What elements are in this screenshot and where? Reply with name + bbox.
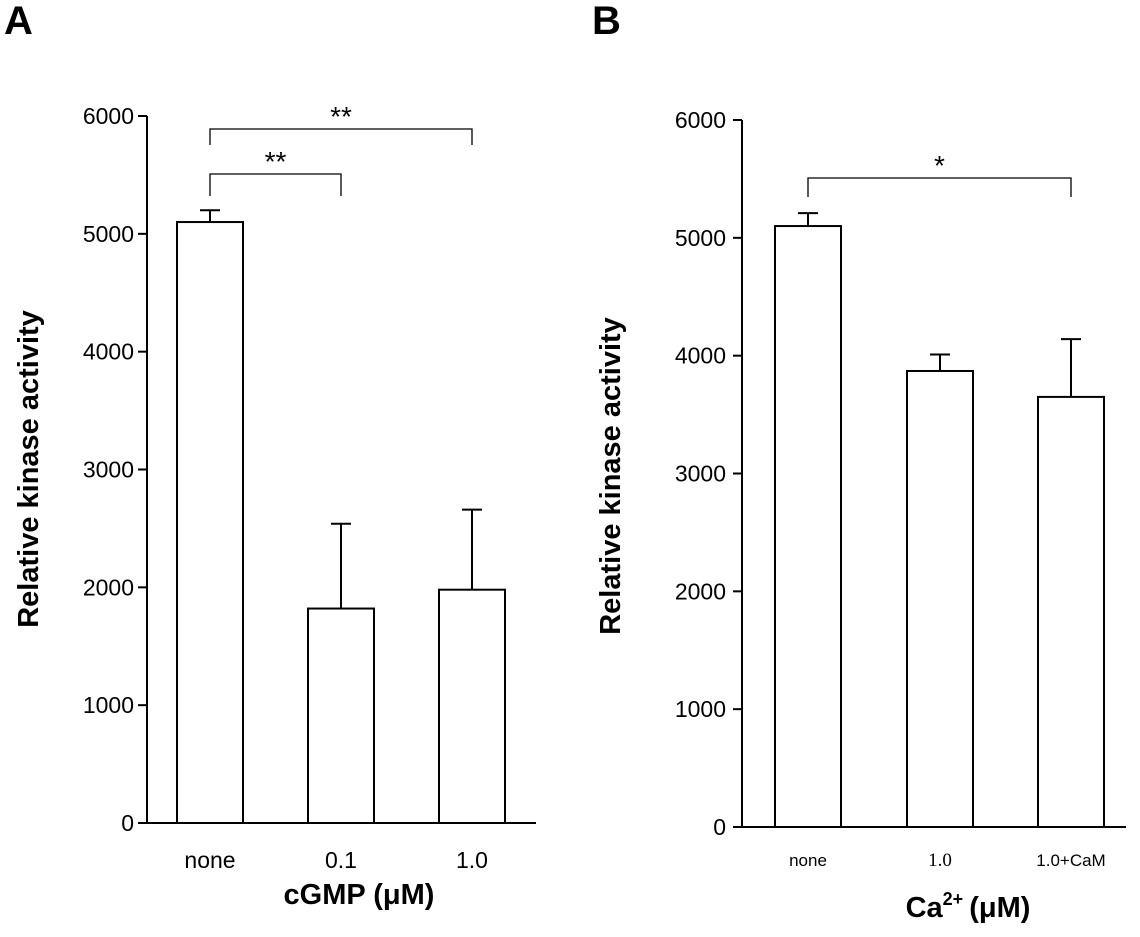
y-tick-label: 5000 [83, 221, 134, 247]
panel-b-x-axis-title-sup: 2+ [943, 889, 964, 909]
category-label: 1.0 [928, 850, 952, 871]
bar [774, 225, 842, 829]
significance-label: ** [265, 146, 287, 177]
panel-b-x-axis-title: Ca2+ (μM) [906, 889, 1031, 924]
panel-b-x-axis-title-unit: (μM) [969, 892, 1030, 924]
category-label: 0.1 [325, 847, 357, 873]
panel-b-letter: B [592, 0, 621, 43]
bar [906, 369, 974, 828]
y-tick-label: 6000 [675, 107, 726, 133]
bar [307, 607, 375, 824]
y-tick-label: 0 [121, 810, 134, 836]
y-tick-label: 2000 [83, 574, 134, 600]
y-tick-label: 5000 [675, 225, 726, 251]
y-tick-label: 4000 [83, 339, 134, 365]
y-tick-label: 1000 [83, 692, 134, 718]
bar [176, 221, 244, 825]
panel-b-bars: none 1.0 1.0+CaM [774, 212, 1106, 871]
panel-b-y-axis-title: Relative kinase activity [595, 317, 627, 635]
panel-a-bars: none 0.1 1.0 [176, 209, 506, 873]
panel-a-y-axis-title: Relative kinase activity [13, 310, 45, 628]
y-tick-label: 2000 [675, 578, 726, 604]
panel-a-x-axis-title: cGMP (μM) [284, 879, 435, 911]
y-tick-label: 0 [713, 814, 726, 840]
category-label: 1.0+CaM [1036, 851, 1105, 870]
y-tick-label: 6000 [83, 103, 134, 129]
bar [438, 588, 506, 824]
category-label: none [184, 847, 235, 873]
panel-a-significance: ** ** [209, 101, 473, 196]
panel-a: A 0 1000 2000 3000 4000 5000 6000 none 0.1 1.0 *… [4, 0, 536, 911]
bar [1037, 395, 1105, 828]
panel-a-letter: A [4, 0, 33, 43]
panel-a-y-ticks: 0 1000 2000 3000 4000 5000 6000 [83, 103, 147, 836]
y-tick-label: 4000 [675, 343, 726, 369]
significance-bracket [209, 128, 473, 145]
significance-bracket [209, 173, 342, 196]
significance-label: ** [330, 101, 352, 132]
panel-b: B 0 1000 2000 3000 4000 5000 6000 none 1.0 1.0+C… [592, 0, 1126, 924]
panel-b-significance: * [807, 150, 1072, 197]
y-tick-label: 3000 [83, 457, 134, 483]
category-label: 1.0 [456, 847, 488, 873]
significance-label: * [934, 150, 945, 181]
category-label: none [789, 851, 827, 870]
significance-bracket [807, 177, 1072, 197]
panel-b-x-axis-title-base: Ca [906, 892, 944, 924]
y-tick-label: 1000 [675, 696, 726, 722]
y-tick-label: 3000 [675, 461, 726, 487]
panel-b-y-ticks: 0 1000 2000 3000 4000 5000 6000 [675, 107, 742, 840]
